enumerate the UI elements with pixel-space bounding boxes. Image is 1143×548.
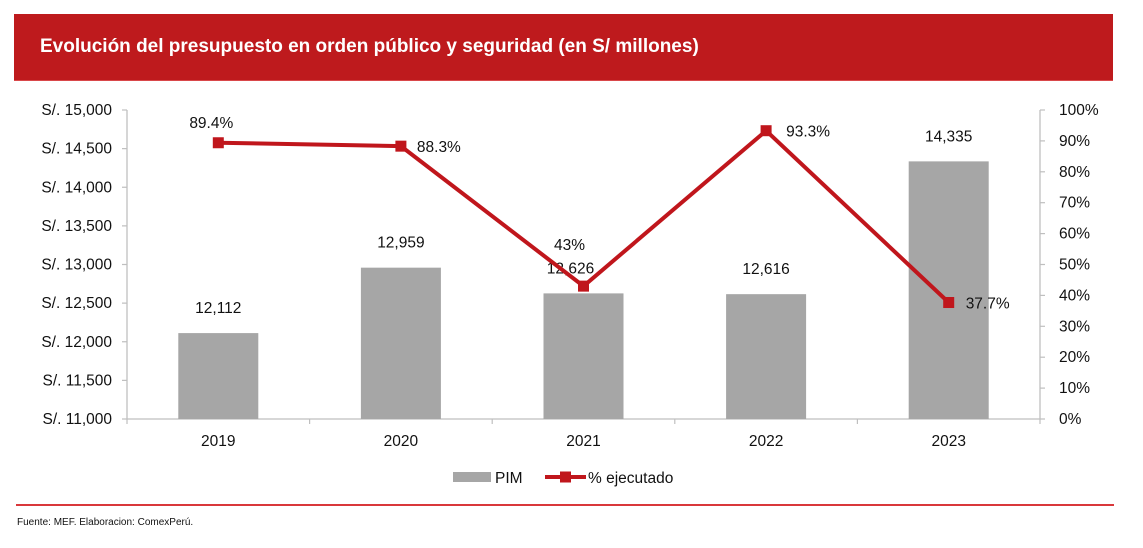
y-left-tick-label: S/. 14,500 <box>41 141 112 158</box>
y-right-tick-label: 30% <box>1059 318 1090 335</box>
chart-title: Evolución del presupuesto en orden públi… <box>40 36 699 57</box>
x-tick-label: 2019 <box>201 433 235 450</box>
bar-pim-2019 <box>178 333 259 419</box>
marker-ejecutado-2023 <box>943 297 955 309</box>
legend-label-pim: PIM <box>495 470 523 487</box>
y-left-tick-label: S/. 12,000 <box>41 334 112 351</box>
y-left-tick-label: S/. 13,000 <box>41 257 112 274</box>
y-left-tick-label: S/. 15,000 <box>41 102 112 119</box>
line-data-label: 88.3% <box>417 139 461 156</box>
y-right-tick-label: 40% <box>1059 287 1090 304</box>
y-right-tick-label: 60% <box>1059 226 1090 243</box>
marker-ejecutado-2022 <box>760 125 772 137</box>
y-left-tick-label: S/. 13,500 <box>41 218 112 235</box>
bar-data-label: 12,112 <box>195 300 241 317</box>
legend-swatch-pim <box>453 472 491 482</box>
bar-pim-2020 <box>360 267 441 419</box>
bars <box>178 161 989 419</box>
marker-ejecutado-2020 <box>395 140 407 152</box>
y-right-tick-label: 90% <box>1059 133 1090 150</box>
line-data-label: 93.3% <box>786 124 830 141</box>
marker-ejecutado-2021 <box>578 280 589 292</box>
legend: PIM % ejecutado <box>453 470 673 487</box>
bar-data-label: 12,616 <box>742 261 789 278</box>
y-right-tick-label: 0% <box>1059 411 1082 428</box>
line-labels: 89.4% 88.3% 43% 93.3% 37.7% <box>189 115 1010 313</box>
bar-data-label: 12,959 <box>377 235 424 252</box>
y-right-tick-label: 100% <box>1059 102 1099 119</box>
y-left-tick-label: S/. 12,500 <box>41 295 112 312</box>
line-data-label: 89.4% <box>189 115 233 132</box>
axes: S/. 11,000 S/. 11,500 S/. 12,000 S/. 12,500… <box>41 102 1099 450</box>
footer-divider <box>16 504 1114 506</box>
bar-pim-2022 <box>726 294 807 419</box>
title-bar: Evolución del presupuesto en orden públi… <box>14 14 1113 81</box>
marker-ejecutado-2019 <box>212 137 224 149</box>
line-series <box>212 125 955 309</box>
legend-swatch-marker <box>560 471 571 483</box>
bar-pim-2021 <box>543 293 624 419</box>
line-data-label: 37.7% <box>966 296 1010 313</box>
bar-data-label: 14,335 <box>925 128 972 145</box>
x-tick-label: 2020 <box>384 433 419 450</box>
y-right-tick-label: 70% <box>1059 195 1090 212</box>
source-note: Fuente: MEF. Elaboracion: ComexPerú. <box>17 517 194 528</box>
x-tick-label: 2022 <box>749 433 783 450</box>
y-right-tick-label: 50% <box>1059 257 1090 274</box>
y-left-tick-label: S/. 14,000 <box>41 179 112 196</box>
y-right-tick-label: 10% <box>1059 380 1090 397</box>
legend-label-ejecutado: % ejecutado <box>588 470 673 487</box>
line-data-label: 43% <box>554 237 585 254</box>
y-left-tick-label: S/. 11,000 <box>42 411 112 428</box>
x-tick-label: 2023 <box>931 433 965 450</box>
bar-pim-2023 <box>908 161 989 419</box>
x-tick-label: 2021 <box>566 433 600 450</box>
y-right-tick-label: 20% <box>1059 349 1090 366</box>
y-right-tick-label: 80% <box>1059 164 1090 181</box>
y-left-tick-label: S/. 11,500 <box>42 372 112 389</box>
